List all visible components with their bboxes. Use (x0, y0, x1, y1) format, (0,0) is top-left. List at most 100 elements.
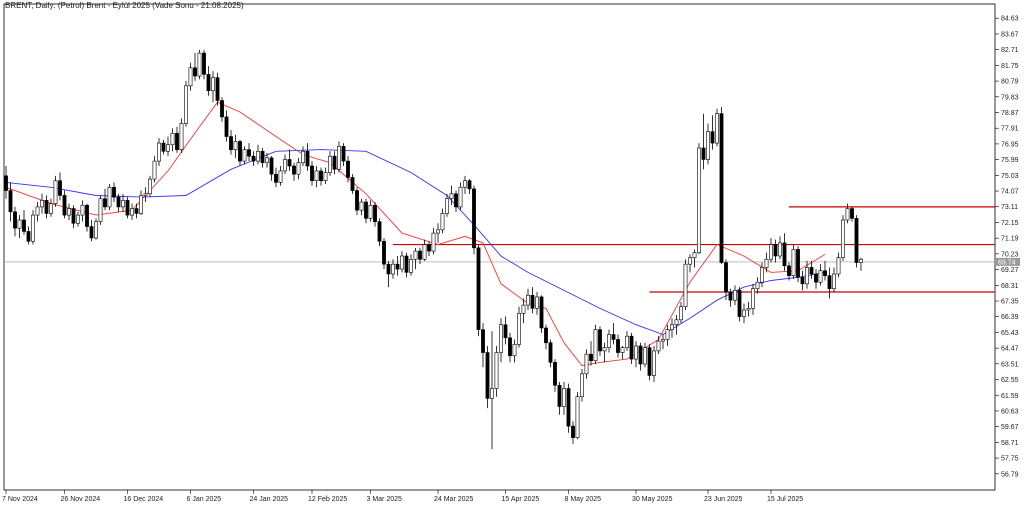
candle-body (692, 252, 697, 258)
candle-body (670, 324, 674, 330)
candle-body (710, 131, 715, 144)
candle-body (152, 160, 157, 180)
x-tick-label: 12 Feb 2025 (308, 496, 347, 503)
candle-body (652, 350, 656, 376)
candle-body (611, 334, 616, 340)
candle-body (341, 146, 346, 162)
candle-body (809, 267, 814, 275)
y-tick-label: 65.43 (1001, 330, 1019, 337)
y-tick-label: 61.59 (1001, 393, 1019, 400)
x-tick-label: 30 May 2025 (632, 496, 673, 503)
plot-frame (3, 3, 996, 491)
candle-body (589, 353, 593, 362)
candle-body (427, 244, 431, 252)
candle-body (206, 74, 211, 92)
candle-body (148, 178, 152, 195)
candle-body (598, 329, 602, 352)
candle-body (166, 144, 170, 152)
candle-body (134, 208, 139, 214)
x-tick-label: 26 Nov 2024 (61, 496, 101, 503)
current-price-tag (996, 257, 1020, 266)
y-tick-label: 60.63 (1001, 408, 1019, 415)
candle-body (787, 265, 791, 276)
candle-body (445, 198, 449, 214)
candle-body (679, 306, 683, 321)
y-tick-label: 67.35 (1001, 299, 1019, 306)
y-tick-label: 81.75 (1001, 63, 1019, 70)
candle-body (310, 165, 314, 182)
candle-body (404, 255, 409, 273)
x-tick-label: 7 Nov 2024 (2, 496, 38, 503)
y-tick-label: 75.03 (1001, 173, 1019, 180)
candle-body (130, 208, 134, 216)
candle-body (818, 270, 823, 283)
candle-body (643, 347, 647, 365)
candle-body (98, 198, 103, 222)
moving-average-slow (5, 149, 826, 335)
candle-body (436, 229, 440, 234)
y-tick-label: 73.11 (1001, 204, 1018, 211)
x-tick-label: 8 May 2025 (565, 496, 602, 503)
y-tick-label: 66.39 (1001, 314, 1019, 321)
candle-body (607, 334, 611, 348)
candle-body (116, 196, 121, 208)
candle-body (215, 77, 220, 101)
candle-body (760, 267, 764, 283)
candle-body (382, 240, 386, 265)
candle-body (188, 67, 193, 87)
candle-body (224, 116, 229, 137)
candle-body (814, 273, 818, 283)
candle-body (467, 180, 472, 190)
candle-body (395, 263, 400, 270)
candle-body (211, 77, 215, 92)
candle-body (481, 329, 485, 353)
x-tick-label: 6 Jan 2025 (187, 496, 222, 503)
candle-body (17, 219, 22, 229)
candle-body (53, 180, 58, 204)
candle-body (769, 244, 773, 260)
candle-body (292, 165, 296, 175)
candle-body (31, 214, 35, 242)
candle-body (431, 232, 436, 252)
candle-body (476, 247, 481, 330)
y-tick-label: 70.23 (1001, 251, 1019, 258)
y-tick-label: 71.19 (1001, 236, 1019, 243)
candle-body (629, 335, 634, 360)
candle-body (413, 250, 418, 260)
y-tick-label: 62.55 (1001, 377, 1019, 384)
candle-body (625, 335, 629, 348)
candle-body (112, 186, 116, 198)
candle-body (584, 353, 589, 375)
x-tick-label: 3 Mar 2025 (367, 496, 403, 503)
candle-body (350, 177, 355, 191)
y-tick-label: 74.07 (1001, 189, 1019, 196)
candle-body (26, 231, 31, 242)
candle-body (242, 149, 247, 162)
candle-body (850, 208, 854, 219)
candle-body (782, 242, 787, 267)
candle-body (8, 190, 13, 213)
candle-body (517, 312, 521, 345)
candle-body (269, 157, 274, 175)
x-tick-label: 24 Jan 2025 (250, 496, 289, 503)
candle-body (278, 170, 283, 183)
candle-body (656, 340, 661, 352)
candle-body (193, 67, 197, 77)
candle-body (827, 275, 832, 290)
candle-body (580, 373, 584, 398)
candle-body (562, 388, 566, 407)
y-tick-label: 83.67 (1001, 31, 1019, 38)
candle-body (274, 173, 278, 183)
candle-body (377, 221, 382, 242)
candle-body (530, 294, 535, 309)
candle-body (715, 113, 719, 144)
candle-body (332, 155, 337, 170)
candle-body (512, 344, 517, 357)
candle-body (296, 162, 301, 175)
candle-body (634, 345, 638, 360)
candle-body (683, 263, 688, 308)
candle-body (733, 290, 737, 301)
candle-body (89, 226, 94, 239)
